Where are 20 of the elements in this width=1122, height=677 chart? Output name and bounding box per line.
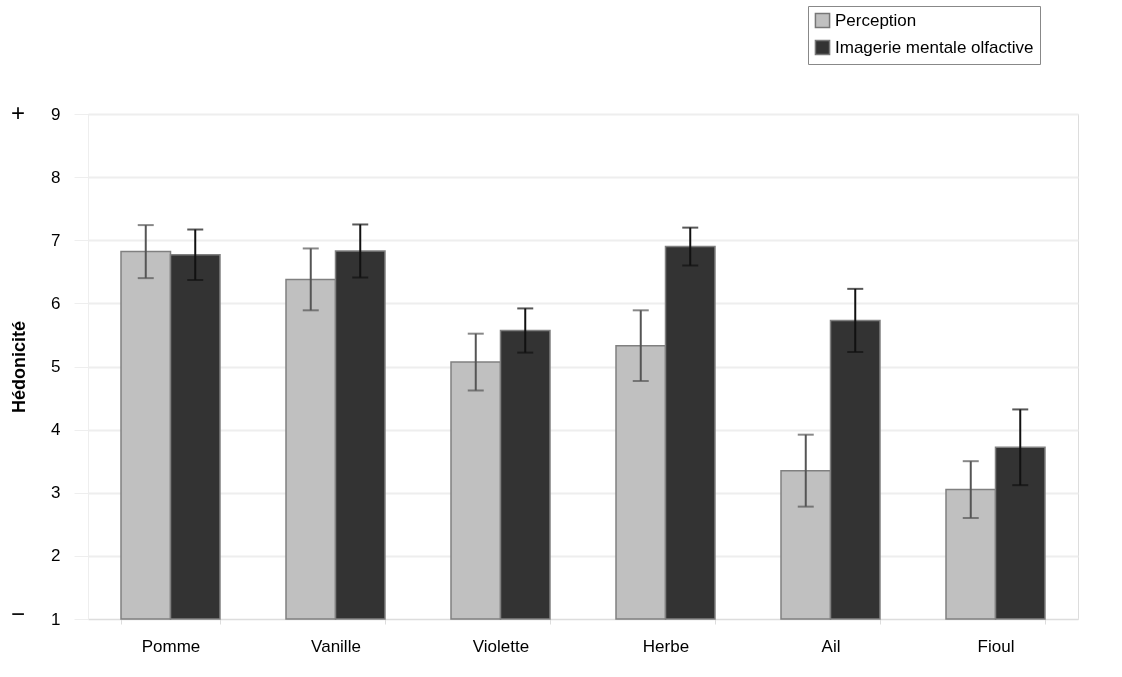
- y-tick-label: 8: [51, 167, 61, 187]
- text: −: [10, 600, 26, 627]
- x-tick-label: Ail: [821, 636, 841, 656]
- y-tick-label: 7: [51, 230, 61, 250]
- y-tick-label: 6: [51, 293, 61, 313]
- y-tick-label: 2: [51, 546, 61, 566]
- legend-label: Imagerie mentale olfactive: [835, 37, 1034, 57]
- x-tick-label: Violette: [472, 636, 530, 656]
- y-tick-label: 4: [51, 420, 61, 440]
- text: +: [10, 99, 26, 126]
- y-tick-label: 5: [51, 357, 61, 376]
- x-tick-label: Vanille: [311, 636, 361, 656]
- x-tick-label: Herbe: [642, 636, 690, 656]
- legend-label: Perception: [835, 10, 917, 30]
- x-tick-label: Fioul: [977, 636, 1015, 656]
- y-tick-label: 9: [51, 104, 61, 124]
- y-tick-label: 3: [51, 483, 61, 503]
- y-tick-label: 1: [51, 609, 61, 629]
- y-axis-title: Hédonicité: [9, 320, 30, 414]
- x-tick-label: Pomme: [141, 636, 201, 656]
